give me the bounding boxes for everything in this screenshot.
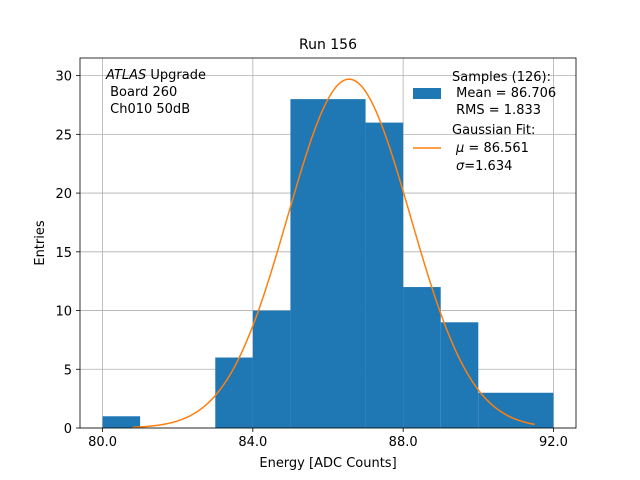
experiment-annotation: ATLAS Upgrade Board 260 Ch010 50dB [105, 68, 206, 117]
x-axis-label: Energy [ADC Counts] [259, 456, 396, 471]
chart-title: Run 156 [299, 37, 357, 53]
y-tick-label-4: 20 [55, 187, 72, 202]
legend-samples-mean: Mean = 86.706 [452, 86, 556, 101]
annotation-board: Board 260 [106, 85, 177, 100]
y-axis-label: Entries [33, 220, 48, 266]
x-tick-label-0: 80.0 [88, 435, 117, 450]
x-tick-label-3: 92.0 [539, 435, 568, 450]
y-tick-label-2: 10 [55, 305, 72, 320]
legend: Samples (126): Mean = 86.706 RMS = 1.833… [413, 70, 556, 174]
histogram-bars [102, 99, 554, 428]
annotation-atlas: ATLAS [105, 68, 146, 83]
histogram-bar-4 [252, 310, 291, 428]
histogram-bar-6 [365, 122, 404, 428]
x-tick-label-2: 88.0 [389, 435, 418, 450]
y-tick-label-1: 5 [64, 363, 72, 378]
legend-samples-rms: RMS = 1.833 [452, 103, 541, 118]
legend-sigma-symbol: σ [456, 159, 465, 174]
y-tick-label-5: 25 [55, 128, 72, 143]
legend-samples-swatch [413, 88, 441, 99]
legend-fit-title: Gaussian Fit: [452, 123, 535, 138]
histogram-bar-8 [440, 322, 479, 428]
y-tick-label-3: 15 [55, 246, 72, 261]
axes-frame [79, 57, 577, 429]
y-tick-label-0: 0 [64, 422, 72, 437]
annotation-channel: Ch010 50dB [106, 102, 190, 117]
histogram-bar-7 [403, 287, 441, 428]
legend-mu-symbol: μ [455, 141, 464, 156]
histogram-bar-3 [215, 357, 253, 428]
histogram-bar-9 [478, 392, 554, 428]
y-tick-label-6: 30 [55, 70, 72, 85]
legend-mu-value: = 86.561 [464, 141, 529, 156]
gaussian-fit-curve [132, 78, 535, 429]
x-tick-label-1: 84.0 [238, 435, 267, 450]
histogram-bar-5 [290, 99, 366, 428]
annotation-upgrade: Upgrade [146, 68, 206, 83]
x-axis-ticks: 80.0 84.0 88.0 92.0 [88, 428, 568, 450]
y-axis-ticks: 0 5 10 15 20 25 30 [55, 70, 80, 437]
legend-sigma-value: =1.634 [464, 159, 512, 174]
legend-fit-sigma: σ=1.634 [456, 159, 512, 174]
svg-text:ATLAS Upgrade: ATLAS Upgrade [105, 68, 206, 83]
legend-fit-mu: μ = 86.561 [455, 141, 529, 156]
legend-samples-title: Samples (126): [452, 70, 551, 85]
histogram-bar-0 [102, 416, 141, 428]
